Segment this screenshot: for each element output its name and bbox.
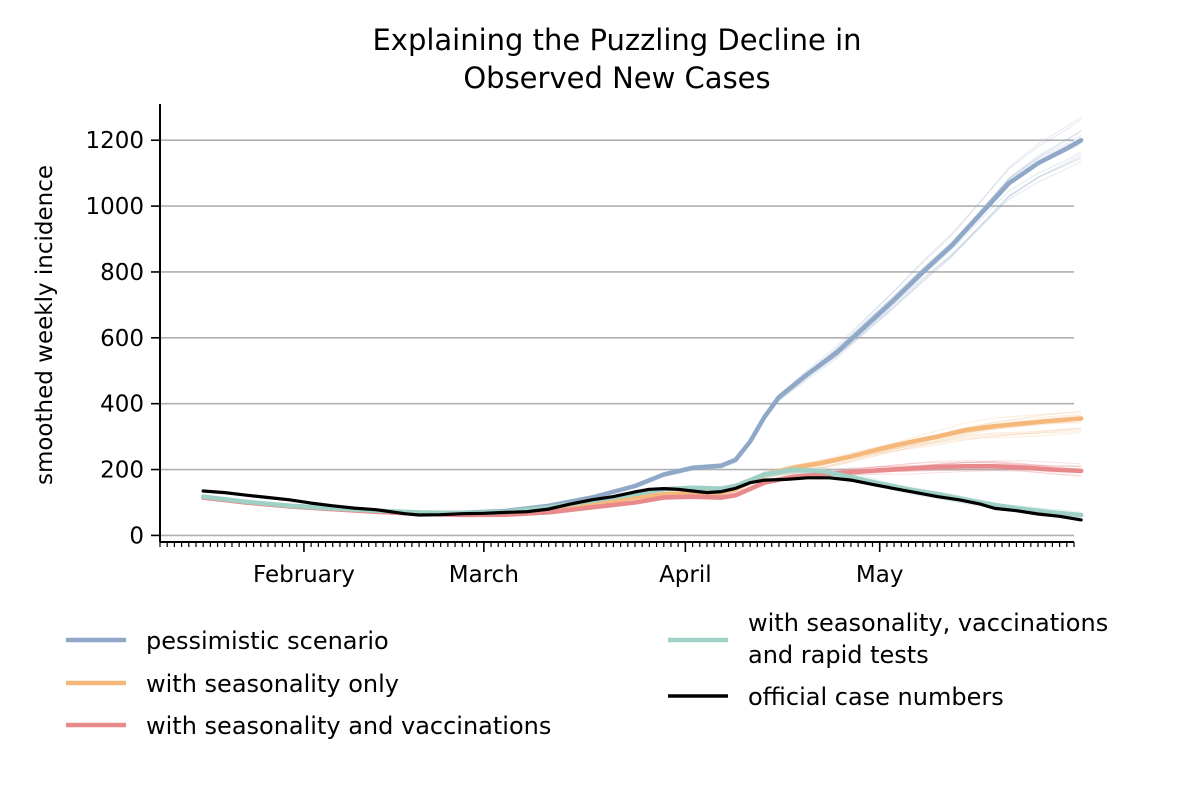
legend-label-pessimistic: pessimistic scenario [146,627,389,655]
y-tick-label-4: 800 [100,260,144,286]
y-tick-label-3: 600 [100,326,144,352]
legend-label-rapid-tests-line-1: with seasonality, vaccinations [748,609,1108,637]
ensemble-line-0-9 [203,137,1082,515]
ensemble-line-0-13 [203,116,1082,514]
x-tick-label-1: March [449,562,519,588]
series-line-3 [200,467,1084,518]
series-line-4 [201,476,1083,522]
legend: pessimistic scenario with seasonality on… [66,609,1116,740]
y-tick-label-2: 400 [100,392,144,418]
legend-label-official: official case numbers [748,683,1004,711]
series-line-0 [200,137,1084,516]
legend-label-vaccinations: with seasonality and vaccinations [146,712,551,740]
chart-title-line-1: Explaining the Puzzling Decline in [372,23,861,57]
ensemble-line-0-4 [203,135,1082,515]
x-tick-label-2: April [659,562,712,588]
chart-title-line-2: Observed New Cases [463,61,770,95]
axes: 0 200 400 600 800 1000 1200 February March April M… [85,104,1075,588]
ensemble-line-0-6 [203,130,1082,513]
ensemble-line-0-7 [203,138,1082,514]
y-tick-label-1: 200 [100,458,144,484]
ensemble-line-0-11 [203,118,1082,513]
legend-label-rapid-tests-line-2: and rapid tests [748,641,929,669]
y-tick-label-6: 1200 [85,128,144,154]
ensemble-line-0-10 [203,153,1082,513]
ensemble-line-0-1 [203,156,1082,514]
scenario-ensembles [203,116,1082,519]
series-lines [200,137,1084,522]
y-axis-label: smoothed weekly incidence [32,165,58,485]
y-tick-label-5: 1000 [85,194,144,220]
x-tick-label-0: February [253,562,355,588]
gridlines [160,139,1074,537]
ensemble-line-0-2 [203,143,1082,515]
x-tick-label-3: May [856,562,904,588]
ensemble-line-0-0 [203,141,1082,516]
legend-label-rapid-tests: with seasonality, vaccinations and rapid… [748,609,1116,669]
legend-label-seasonality: with seasonality only [146,670,399,698]
y-tick-label-0: 0 [129,523,144,549]
ensemble-line-0-8 [203,129,1082,514]
